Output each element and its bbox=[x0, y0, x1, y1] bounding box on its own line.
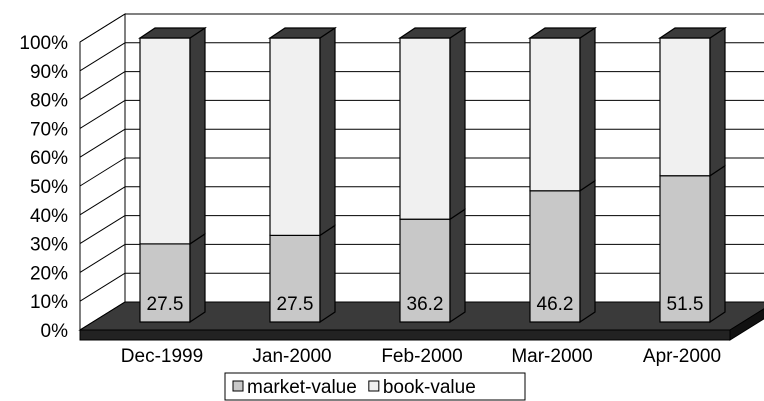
y-tick-label-3: 30% bbox=[30, 235, 68, 256]
bar-side-apr-2000-market-value bbox=[709, 164, 726, 324]
data-label-jan-2000: 27.5 bbox=[277, 294, 314, 315]
y-tick-label-5: 50% bbox=[30, 177, 68, 198]
gridline-side-4 bbox=[79, 186, 126, 216]
data-label-apr-2000: 51.5 bbox=[667, 294, 704, 315]
bar-dec-1999-market-value bbox=[139, 243, 191, 323]
bar-mar-2000-market-value bbox=[529, 190, 581, 323]
legend-swatch-book-value bbox=[368, 380, 380, 392]
gridline-side-7 bbox=[79, 99, 126, 129]
legend: market-value book-value bbox=[224, 372, 526, 401]
gridline-side-1 bbox=[79, 272, 126, 302]
bar-side-feb-2000-market-value bbox=[449, 208, 466, 324]
legend-swatch-market-value bbox=[232, 380, 244, 392]
bar-side-jan-2000-book-value bbox=[319, 26, 336, 237]
y-tick-label-1: 10% bbox=[30, 292, 68, 313]
y-tick-label-7: 70% bbox=[30, 119, 68, 140]
y-tick-label-9: 90% bbox=[30, 62, 68, 83]
y-axis: 0% 10% 20% 30% 40% 50% 60% 70% 80% 90% 100% bbox=[19, 33, 68, 342]
legend-label-market-value: market-value bbox=[247, 377, 357, 398]
bar-top-apr-2000 bbox=[658, 27, 727, 39]
x-axis: Dec-1999 Jan-2000 Feb-2000 Mar-2000 Apr-2000 bbox=[121, 346, 721, 367]
gridline-side-9 bbox=[79, 42, 126, 72]
gridline-side-5 bbox=[79, 157, 126, 187]
y-tick-label-4: 40% bbox=[30, 206, 68, 227]
bar-feb-2000-book-value bbox=[399, 37, 451, 220]
x-tick-label-mar-2000: Mar-2000 bbox=[511, 346, 592, 367]
gridline-side-8 bbox=[79, 71, 126, 101]
legend-label-book-value: book-value bbox=[383, 377, 476, 398]
bar-side-mar-2000-book-value bbox=[579, 26, 596, 192]
bar-jan-2000-book-value bbox=[269, 37, 321, 236]
bar-top-feb-2000 bbox=[398, 27, 467, 39]
y-tick-label-0: 0% bbox=[41, 321, 69, 342]
y-tick-label-6: 60% bbox=[30, 148, 68, 169]
gridline-side-6 bbox=[79, 128, 126, 158]
y-tick-label-10: 100% bbox=[19, 33, 68, 54]
bar-side-dec-1999-market-value bbox=[189, 232, 206, 324]
bar-side-dec-1999-book-value bbox=[189, 26, 206, 246]
bar-dec-1999-book-value bbox=[139, 37, 191, 245]
bar-apr-2000-book-value bbox=[659, 37, 711, 177]
bar-top-dec-1999 bbox=[138, 27, 207, 39]
y-tick-label-8: 80% bbox=[30, 91, 68, 112]
gridline-side-0 bbox=[79, 301, 126, 331]
bar-jan-2000-market-value bbox=[269, 234, 321, 323]
bar-top-mar-2000 bbox=[528, 27, 597, 39]
bars: 27.5 27.5 36.2 46.2 51.5 bbox=[138, 26, 727, 324]
bar-side-feb-2000-book-value bbox=[449, 26, 466, 221]
data-label-dec-1999: 27.5 bbox=[147, 294, 184, 315]
gridline-side-3 bbox=[79, 215, 126, 245]
bar-side-jan-2000-market-value bbox=[319, 224, 336, 324]
x-tick-label-dec-1999: Dec-1999 bbox=[121, 346, 203, 367]
x-tick-label-jan-2000: Jan-2000 bbox=[252, 346, 331, 367]
gridline-side-2 bbox=[79, 243, 126, 273]
gridline-side-10 bbox=[79, 13, 126, 43]
data-label-mar-2000: 46.2 bbox=[537, 294, 574, 315]
x-tick-label-apr-2000: Apr-2000 bbox=[643, 346, 721, 367]
bar-side-apr-2000-book-value bbox=[709, 26, 726, 177]
floor-front bbox=[79, 329, 731, 341]
data-label-feb-2000: 36.2 bbox=[407, 294, 444, 315]
x-tick-label-feb-2000: Feb-2000 bbox=[381, 346, 462, 367]
floor-side bbox=[729, 308, 764, 341]
y-tick-label-2: 20% bbox=[30, 263, 68, 284]
bar-top-jan-2000 bbox=[268, 27, 337, 39]
bar-mar-2000-book-value bbox=[529, 37, 581, 192]
bar-side-mar-2000-market-value bbox=[579, 179, 596, 324]
